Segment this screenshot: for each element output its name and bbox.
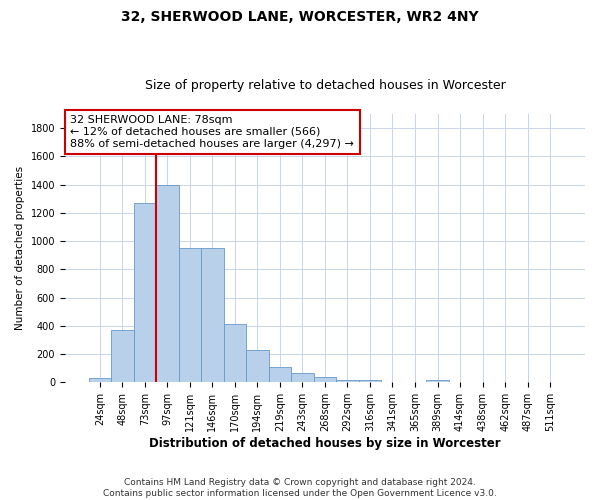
- Bar: [426, 380, 449, 382]
- Text: 32 SHERWOOD LANE: 78sqm
← 12% of detached houses are smaller (566)
88% of semi-d: 32 SHERWOOD LANE: 78sqm ← 12% of detache…: [70, 116, 354, 148]
- Bar: [269, 367, 291, 382]
- Bar: [224, 324, 246, 382]
- Y-axis label: Number of detached properties: Number of detached properties: [15, 166, 25, 330]
- Bar: [314, 376, 336, 382]
- Bar: [89, 378, 111, 382]
- Bar: [111, 330, 134, 382]
- Bar: [359, 380, 381, 382]
- X-axis label: Distribution of detached houses by size in Worcester: Distribution of detached houses by size …: [149, 437, 501, 450]
- Bar: [336, 380, 359, 382]
- Bar: [201, 248, 224, 382]
- Bar: [156, 184, 179, 382]
- Text: Contains HM Land Registry data © Crown copyright and database right 2024.
Contai: Contains HM Land Registry data © Crown c…: [103, 478, 497, 498]
- Bar: [179, 248, 201, 382]
- Text: 32, SHERWOOD LANE, WORCESTER, WR2 4NY: 32, SHERWOOD LANE, WORCESTER, WR2 4NY: [121, 10, 479, 24]
- Title: Size of property relative to detached houses in Worcester: Size of property relative to detached ho…: [145, 79, 505, 92]
- Bar: [134, 203, 156, 382]
- Bar: [246, 350, 269, 382]
- Bar: [291, 373, 314, 382]
